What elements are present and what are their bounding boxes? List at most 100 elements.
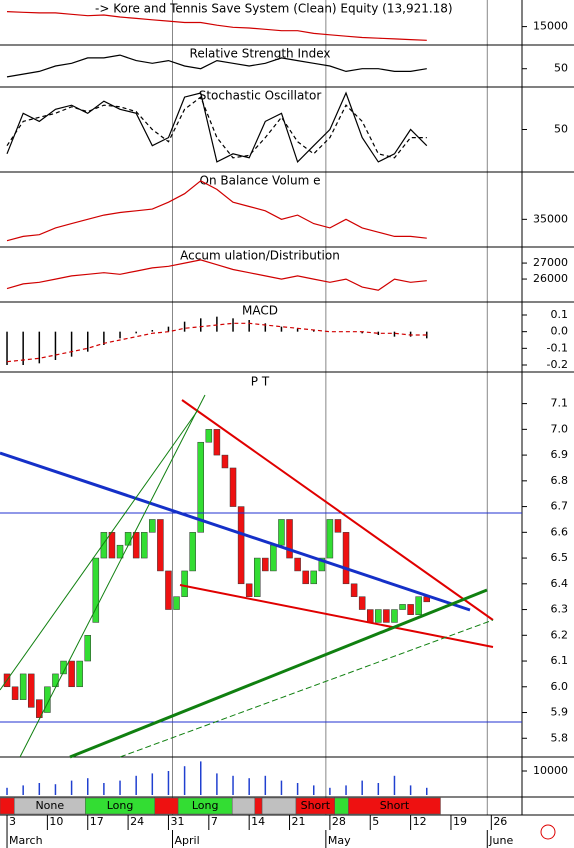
candle <box>342 532 350 585</box>
x-tick-label: 5 <box>372 815 379 828</box>
candle <box>27 673 35 708</box>
series-line <box>6 322 427 363</box>
signal-label: Short <box>301 799 331 812</box>
candle <box>407 604 414 615</box>
candle <box>165 570 172 610</box>
candle <box>286 519 293 559</box>
down-trend-line <box>181 399 494 621</box>
trend-lines <box>0 394 522 759</box>
series-line <box>6 180 427 242</box>
signal-segment <box>348 797 441 815</box>
candle <box>84 635 91 662</box>
signal-label: Short <box>380 799 410 812</box>
candle <box>52 673 59 688</box>
x-tick-label: 28 <box>332 815 346 828</box>
candle <box>60 660 67 675</box>
y-tick-label: 6.1 <box>551 654 569 667</box>
x-tick-label: 14 <box>251 815 265 828</box>
y-tick-label: 0.1 <box>551 308 569 321</box>
lower-trend-line <box>179 584 494 648</box>
candle <box>391 609 398 623</box>
signal-label: Long <box>107 799 134 812</box>
y-tick-label: 7.0 <box>551 422 569 435</box>
panel-title: Relative Strength Index <box>190 47 331 61</box>
y-tick-label: 6.3 <box>551 603 569 616</box>
series-line <box>6 96 427 159</box>
y-tick-label: 6.7 <box>551 500 569 513</box>
y-tick-label: 6.4 <box>551 577 569 590</box>
candle <box>173 596 180 610</box>
signal-segment <box>334 797 349 815</box>
month-label: June <box>488 834 513 847</box>
series-line <box>6 259 427 291</box>
candle <box>76 660 83 688</box>
candle <box>100 532 108 559</box>
candle <box>213 429 221 456</box>
candle <box>326 519 334 559</box>
y-tick-label: 0.0 <box>551 325 569 338</box>
y-tick-label: 5.8 <box>551 731 569 744</box>
candle <box>253 557 261 597</box>
candle <box>197 441 204 533</box>
candle <box>399 604 406 610</box>
candle <box>350 583 358 597</box>
candle <box>68 660 75 688</box>
candle <box>92 557 100 623</box>
month-label: April <box>174 834 199 847</box>
x-tick-label: 3 <box>9 815 16 828</box>
signal-segment <box>254 797 263 815</box>
candle <box>205 429 213 443</box>
x-tick-label: 31 <box>170 815 184 828</box>
y-tick-label: -0.2 <box>547 358 568 371</box>
candle <box>221 454 229 469</box>
y-tick-label: 6.2 <box>551 628 569 641</box>
y-tick-label: 50 <box>554 62 568 75</box>
candle <box>132 532 140 559</box>
x-tick-label: 21 <box>292 815 306 828</box>
candle <box>229 467 237 507</box>
panel-title: -> Kore and Tennis Save System (Clean) E… <box>95 2 453 16</box>
candle <box>278 519 285 546</box>
panel-title: P T <box>251 375 270 389</box>
candle <box>19 673 27 700</box>
candle <box>181 570 188 597</box>
x-tick-label: 7 <box>211 815 218 828</box>
x-tick-label: 24 <box>130 815 144 828</box>
signal-segment <box>0 797 15 815</box>
y-tick-label: -0.1 <box>547 341 568 354</box>
y-tick-label: 50 <box>554 123 568 136</box>
candle <box>44 686 51 713</box>
signal-label: None <box>35 799 64 812</box>
panel-title: Accum ulation/Distribution <box>180 249 340 263</box>
signal-label: Long <box>192 799 219 812</box>
panel-title: MACD <box>242 304 278 318</box>
candle <box>36 699 43 718</box>
candle <box>334 519 342 533</box>
candle <box>375 609 382 623</box>
candle <box>237 506 245 585</box>
candle <box>116 544 124 559</box>
candle <box>294 557 301 572</box>
y-tick-label: 7.1 <box>551 397 569 410</box>
y-tick-label: 6.9 <box>551 448 569 461</box>
y-tick-label: 26000 <box>533 272 568 285</box>
candle <box>310 570 317 585</box>
x-tick-label: 12 <box>413 815 427 828</box>
y-tick-label: 35000 <box>533 212 568 225</box>
y-tick-label: 6.6 <box>551 525 569 538</box>
status-icon <box>540 824 556 840</box>
series-line <box>6 11 427 41</box>
month-label: March <box>9 834 43 847</box>
up-trend-line <box>69 588 488 759</box>
panel-title: On Balance Volum e <box>200 174 321 188</box>
channel-line <box>19 394 206 758</box>
candle <box>189 532 196 572</box>
y-tick-label: 6.5 <box>551 551 569 564</box>
month-label: May <box>328 834 351 847</box>
x-tick-label: 19 <box>453 815 467 828</box>
x-tick-label: 26 <box>493 815 507 828</box>
candle <box>270 544 277 572</box>
panel-title: Stochastic Oscillator <box>199 89 322 103</box>
